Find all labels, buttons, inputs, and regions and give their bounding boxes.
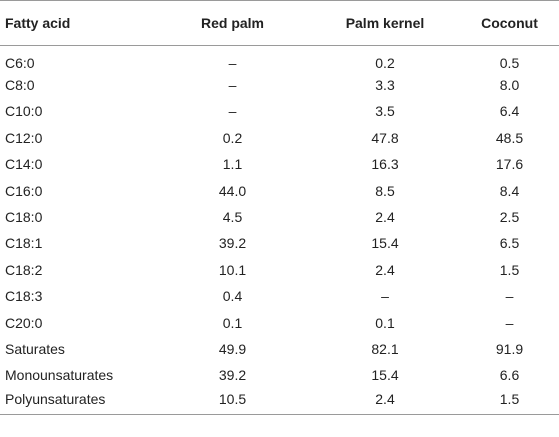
- red-palm-cell: 0.4: [222, 288, 243, 305]
- palm-kernel-cell: 15.4: [371, 235, 399, 252]
- coconut-cell: 1.5: [460, 388, 559, 416]
- red-palm-cell: 1.1: [222, 156, 243, 173]
- coconut-cell: –: [505, 314, 514, 331]
- fatty-acid-table: Fatty acid Red palm Palm kernel Coconut …: [0, 0, 559, 416]
- row-label-cell: C18:3: [5, 288, 43, 305]
- coconut-cell: 6.4: [499, 103, 520, 120]
- row-label-cell: C14:0: [5, 156, 43, 173]
- table-row: C20:0 0.1 0.1 –: [0, 309, 559, 335]
- red-palm-cell: 49.9: [218, 340, 247, 357]
- table-header: Fatty acid Red palm Palm kernel Coconut: [0, 0, 559, 46]
- coconut-cell: –: [505, 288, 514, 305]
- palm-kernel-cell: 47.8: [371, 129, 399, 146]
- row-label-cell: C12:0: [5, 129, 43, 146]
- row-label-cell: C10:0: [5, 103, 43, 120]
- red-palm-cell: 39.2: [218, 235, 247, 252]
- row-label-cell: Polyunsaturates: [0, 388, 155, 416]
- red-palm-cell: 0.2: [222, 129, 243, 146]
- coconut-cell: 8.0: [499, 77, 520, 94]
- palm-kernel-cell: 3.5: [375, 103, 395, 120]
- table-row: Polyunsaturates 10.5 2.4 1.5: [0, 388, 559, 416]
- palm-kernel-cell: 3.3: [375, 77, 395, 94]
- red-palm-cell: 44.0: [218, 182, 247, 199]
- coconut-cell: 6.5: [499, 235, 520, 252]
- red-palm-cell: 10.5: [155, 388, 310, 416]
- table-row: C6:0 – 0.2 0.5: [0, 46, 559, 72]
- red-palm-cell: 4.5: [222, 209, 243, 226]
- row-label-cell: C20:0: [5, 314, 43, 331]
- coconut-cell: 0.5: [499, 54, 520, 71]
- red-palm-cell: –: [228, 103, 237, 120]
- row-label-cell: C6:0: [5, 54, 35, 71]
- coconut-cell: 48.5: [495, 129, 524, 146]
- palm-kernel-cell: –: [381, 288, 389, 305]
- row-label-cell: Saturates: [5, 340, 65, 357]
- coconut-cell: 6.6: [499, 367, 520, 384]
- table-row: C18:3 0.4 – –: [0, 283, 559, 309]
- header-coconut: Coconut: [460, 0, 559, 46]
- table-row: Saturates 49.9 82.1 91.9: [0, 336, 559, 362]
- row-label-cell: C8:0: [5, 77, 35, 94]
- palm-kernel-cell: 2.4: [310, 388, 460, 416]
- table-row: C12:0 0.2 47.8 48.5: [0, 125, 559, 151]
- table-row: C18:1 39.2 15.4 6.5: [0, 230, 559, 256]
- coconut-cell: 1.5: [499, 261, 520, 278]
- row-label-cell: Monounsaturates: [5, 367, 114, 384]
- header-palm-kernel: Palm kernel: [310, 0, 460, 46]
- coconut-cell: 91.9: [495, 340, 524, 357]
- row-label-cell: C18:2: [5, 261, 43, 278]
- header-row: Fatty acid Red palm Palm kernel Coconut: [0, 0, 559, 46]
- red-palm-cell: –: [228, 77, 237, 94]
- red-palm-cell: 10.1: [218, 261, 247, 278]
- table-body: C6:0 – 0.2 0.5 C8:0 – 3.3 8.0 C10:0 – 3.5 6.4 C12:0 0…: [0, 46, 559, 416]
- red-palm-cell: 39.2: [218, 367, 247, 384]
- table-row: C16:0 44.0 8.5 8.4: [0, 177, 559, 203]
- header-red-palm: Red palm: [155, 0, 310, 46]
- table-row: C18:0 4.5 2.4 2.5: [0, 204, 559, 230]
- palm-kernel-cell: 8.5: [375, 182, 395, 199]
- table-row: C18:2 10.1 2.4 1.5: [0, 257, 559, 283]
- row-label-cell: C16:0: [5, 182, 43, 199]
- palm-kernel-cell: 2.4: [375, 261, 395, 278]
- row-label-cell: C18:0: [5, 209, 43, 226]
- red-palm-cell: 0.1: [222, 314, 243, 331]
- red-palm-cell: –: [228, 54, 237, 71]
- table-row: C8:0 – 3.3 8.0: [0, 72, 559, 98]
- row-label-cell: C18:1: [5, 235, 43, 252]
- table-row: C10:0 – 3.5 6.4: [0, 98, 559, 124]
- palm-kernel-cell: 0.2: [375, 54, 395, 71]
- coconut-cell: 2.5: [499, 209, 520, 226]
- palm-kernel-cell: 2.4: [375, 209, 395, 226]
- header-fatty-acid: Fatty acid: [0, 0, 155, 46]
- palm-kernel-cell: 15.4: [371, 367, 399, 384]
- table-row: C14:0 1.1 16.3 17.6: [0, 151, 559, 177]
- table-row: Monounsaturates 39.2 15.4 6.6: [0, 362, 559, 388]
- palm-kernel-cell: 0.1: [375, 314, 395, 331]
- coconut-cell: 8.4: [499, 182, 520, 199]
- palm-kernel-cell: 16.3: [371, 156, 399, 173]
- coconut-cell: 17.6: [495, 156, 524, 173]
- palm-kernel-cell: 82.1: [371, 340, 399, 357]
